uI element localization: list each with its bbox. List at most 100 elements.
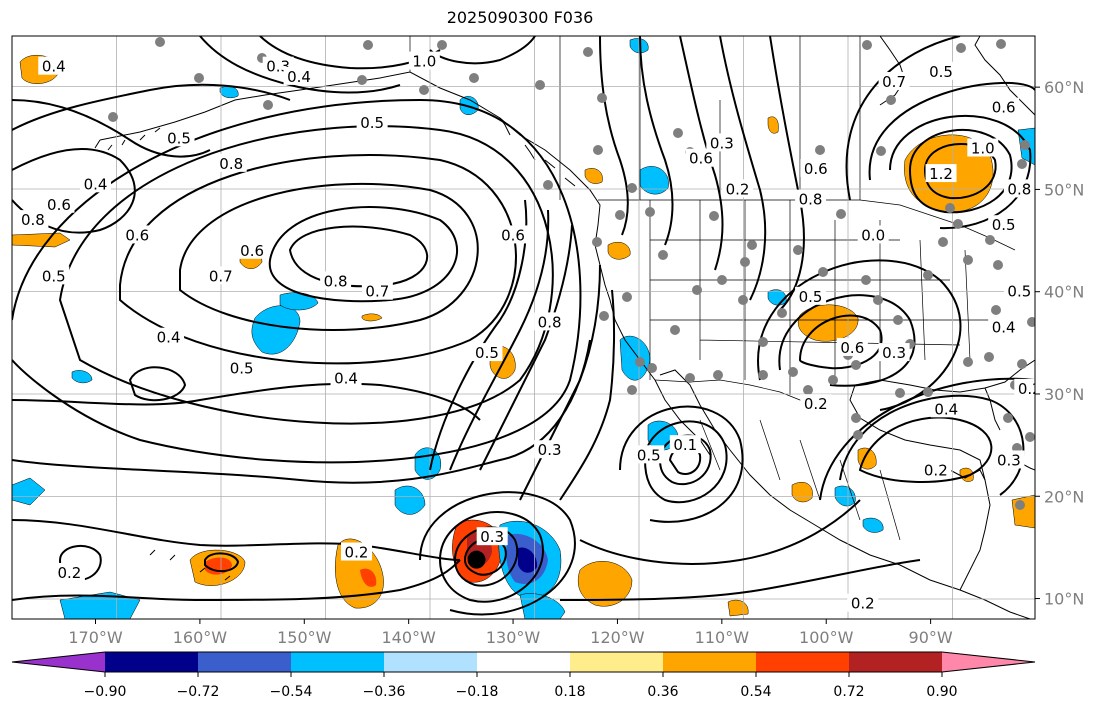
colorbar-tick-label: 0.54: [740, 684, 771, 700]
station-dot: [777, 308, 787, 318]
contour-line: [519, 264, 601, 501]
station-dot: [597, 93, 607, 103]
colorbar-swatch: [105, 652, 199, 672]
contour-label-bg: [721, 179, 753, 198]
contour-label: 0.5: [992, 216, 1016, 234]
station-dot: [893, 315, 903, 325]
shade-patch: [12, 477, 46, 506]
contour-line: [438, 511, 544, 603]
shade-patch: [71, 370, 93, 384]
station-dot: [923, 270, 933, 280]
contour-line: [639, 36, 674, 246]
lat-tick-label: 10°N: [1044, 590, 1084, 609]
station-dot: [996, 39, 1006, 49]
contour-line: [12, 382, 481, 421]
shade-patch: [12, 232, 71, 248]
contour-label-bg: [361, 281, 393, 300]
lat-tick-label: 20°N: [1044, 487, 1084, 506]
station-dot: [593, 145, 603, 155]
station-dot: [803, 385, 813, 395]
contour-label: 0.2: [924, 462, 948, 480]
contour-label-bg: [153, 327, 185, 346]
contour-label-bg: [836, 337, 868, 356]
contour-label-bg: [236, 240, 268, 259]
contour-label: 0.8: [538, 313, 562, 331]
contour-label: 0.1: [673, 436, 697, 454]
station-dot: [155, 37, 165, 47]
contour-label-bg: [38, 56, 70, 75]
contour-label: 0.8: [1007, 180, 1031, 198]
contour-label-bg: [356, 112, 388, 131]
station-dot: [599, 311, 609, 321]
station-dot: [747, 240, 757, 250]
colorbar-tick-label: −0.18: [456, 684, 499, 700]
shade-patch: [584, 168, 603, 184]
contour-label: 0.6: [992, 99, 1016, 117]
colorbar-swatch: [756, 652, 850, 672]
contour-line: [719, 36, 767, 301]
contour-line: [179, 182, 479, 331]
contour-line: [12, 339, 591, 484]
contour-line: [12, 519, 461, 561]
station-dot: [627, 183, 637, 193]
coastline-mexico-west: [729, 449, 961, 591]
station-dot: [692, 285, 702, 295]
contour-line: [559, 289, 616, 501]
contour-line: [619, 405, 744, 523]
contour-label-bg: [80, 174, 112, 193]
lon-tick-label: 100°W: [799, 628, 854, 647]
coastline-bc-islands: [499, 117, 576, 187]
contour-label-bg: [669, 435, 701, 454]
contour-label: 0.7: [365, 283, 389, 301]
station-dot: [685, 373, 695, 383]
station-dot: [1003, 413, 1013, 423]
map-title: 2025090300 F036: [446, 8, 594, 27]
contour-label: 0.6: [501, 226, 525, 244]
contour-label-bg: [471, 343, 503, 362]
coastline-central-am: [959, 589, 1031, 619]
contour-label: 0.2: [726, 180, 750, 198]
contour-label: 0.7: [882, 73, 906, 91]
contour-label-bg: [43, 194, 75, 213]
map-area: 0.4 0.30.41.00.50.80.50.40.80.60.60.60.5 0…: [12, 36, 1035, 619]
contour-label-bg: [497, 225, 529, 244]
shade-patch: [727, 599, 749, 617]
contour-label-bg: [330, 368, 362, 387]
contour-label: 0.2: [57, 564, 81, 582]
contour-label: 0.6: [125, 226, 149, 244]
station-dot: [709, 211, 719, 221]
contour-label: 0.6: [689, 150, 713, 168]
contour-label: 0.2: [345, 544, 369, 562]
storm-center-marker: [467, 550, 486, 569]
station-dot: [963, 357, 973, 367]
lon-tick-label: 140°W: [381, 628, 436, 647]
station-dot: [1027, 317, 1035, 327]
contour-line: [58, 125, 554, 425]
contour-label-bg: [283, 66, 315, 85]
contour-label: 0.5: [1007, 283, 1031, 301]
station-dot: [953, 219, 963, 229]
contour-line: [12, 83, 291, 131]
station-dot: [194, 73, 204, 83]
colorbar-swatch: [477, 652, 571, 672]
contour-label: 0.2: [851, 595, 875, 613]
contour-label-bg: [534, 440, 566, 459]
station-dot: [263, 100, 273, 110]
station-dot: [886, 95, 896, 105]
station-dot: [873, 295, 883, 305]
station-dot: [535, 80, 545, 90]
contour-line: [599, 36, 629, 236]
station-dot: [793, 245, 803, 255]
contour-label-bg: [878, 343, 910, 362]
station-dot: [851, 413, 861, 423]
contour-label-bg: [795, 189, 827, 208]
station-dot: [938, 237, 948, 247]
contour-label-bg: [163, 128, 195, 147]
contour-label: 0.5: [475, 344, 499, 362]
station-dot: [647, 363, 657, 373]
station-dot: [658, 250, 668, 260]
contour-label: 0.5: [167, 129, 191, 147]
contour-label-bg: [988, 317, 1020, 336]
lat-tick-label: 50°N: [1044, 180, 1084, 199]
contour-label-bg: [226, 358, 258, 377]
